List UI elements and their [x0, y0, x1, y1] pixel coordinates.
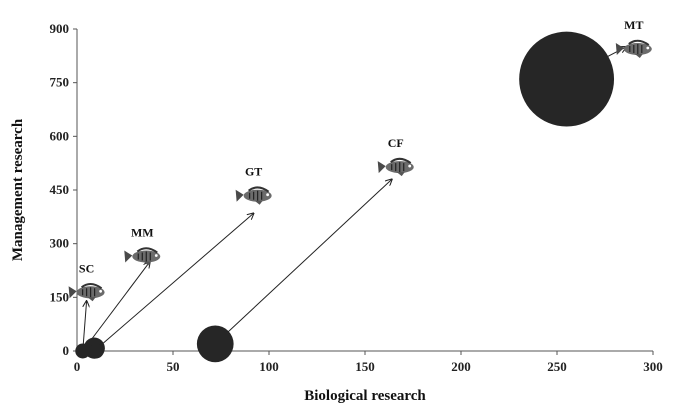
point-label: SC	[79, 261, 94, 275]
point-label: MT	[624, 18, 643, 32]
y-tick-label: 300	[50, 236, 70, 251]
y-tick-label: 900	[50, 21, 70, 36]
bubbles	[75, 31, 615, 363]
x-tick-label: 300	[643, 359, 663, 374]
point-label: CF	[388, 136, 404, 150]
x-tick-label: 100	[259, 359, 279, 374]
x-tick-label: 50	[167, 359, 180, 374]
arrow	[82, 301, 87, 352]
y-tick-label: 0	[63, 343, 70, 358]
arrow	[214, 179, 392, 345]
x-axis-title: Biological research	[304, 388, 426, 404]
x-tick-label: 200	[451, 359, 471, 374]
arrow	[82, 262, 150, 352]
fish-icon	[67, 283, 106, 303]
data-point	[196, 325, 234, 363]
x-tick-label: 0	[74, 359, 81, 374]
data-point	[519, 31, 615, 127]
x-tick-label: 150	[355, 359, 375, 374]
y-tick-label: 450	[50, 182, 70, 197]
y-axis-title: Management research	[10, 118, 26, 261]
fish-icon	[234, 186, 273, 206]
fish-icon	[123, 247, 162, 267]
x-tick-label: 250	[547, 359, 567, 374]
fish-icon	[614, 39, 653, 59]
data-point	[88, 343, 104, 359]
point-label: GT	[245, 165, 262, 179]
fish-icon	[376, 157, 415, 178]
y-tick-label: 600	[50, 128, 70, 143]
point-labels: SC MM GT CF MT	[67, 18, 653, 303]
arrow	[95, 213, 253, 350]
y-tick-label: 750	[50, 75, 70, 90]
y-tick-label: 150	[50, 289, 70, 304]
axes: 0 150 300 450 600 750 900 0 50 100 150 200 250 300	[50, 21, 663, 374]
point-label: MM	[131, 226, 154, 240]
